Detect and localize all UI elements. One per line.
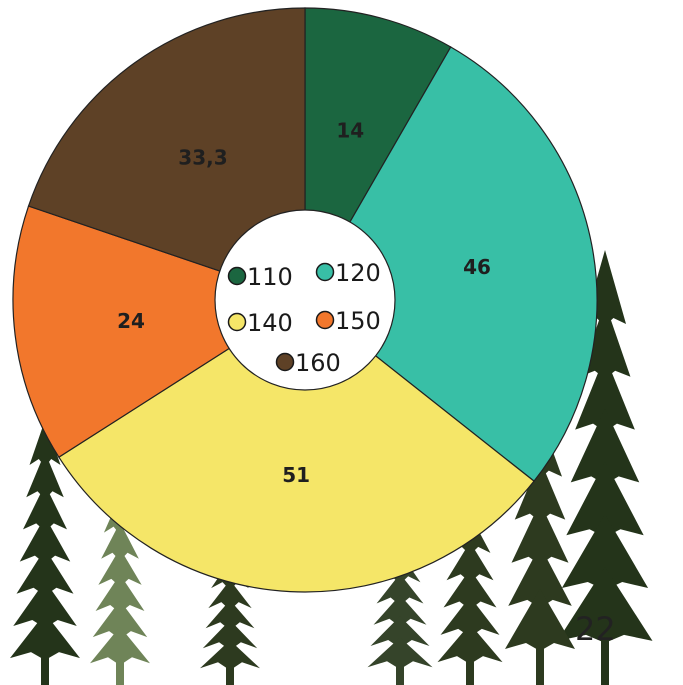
pie-slice-140 xyxy=(58,299,535,593)
legend-item-110: 110 xyxy=(227,263,293,291)
legend-item-140: 140 xyxy=(227,309,293,337)
legend-label: 110 xyxy=(247,263,293,291)
legend-swatch xyxy=(227,266,247,286)
legend-label: 120 xyxy=(335,259,381,287)
legend-label: 150 xyxy=(335,307,381,335)
pie-slice-120 xyxy=(304,46,598,482)
pie-slice-150 xyxy=(12,205,307,459)
page-number: 22 xyxy=(575,610,616,648)
pine-tree-icon xyxy=(557,250,653,685)
legend-item-150: 150 xyxy=(315,307,381,335)
legend-swatch xyxy=(275,352,295,372)
slice-label-120: 46 xyxy=(463,255,491,279)
pine-tree-icon xyxy=(10,420,80,685)
legend-item-120: 120 xyxy=(315,259,381,287)
slice-labels: 14 46 51 24 33,3 xyxy=(117,119,491,487)
legend-label: 160 xyxy=(295,349,341,377)
pie-slices xyxy=(12,7,598,593)
legend-swatch xyxy=(315,310,335,330)
legend-swatch xyxy=(227,312,247,332)
slice-label-140: 51 xyxy=(282,463,310,487)
legend-swatch xyxy=(315,262,335,282)
legend-item-160: 160 xyxy=(275,349,341,377)
pie-slice-160 xyxy=(27,7,306,301)
slice-label-150: 24 xyxy=(117,309,145,333)
legend-label: 140 xyxy=(247,309,293,337)
slice-label-110: 14 xyxy=(336,119,364,143)
legend: 110 120 140 150 160 xyxy=(227,259,381,377)
legend-center-circle xyxy=(214,209,396,391)
slice-label-160: 33,3 xyxy=(178,146,227,170)
